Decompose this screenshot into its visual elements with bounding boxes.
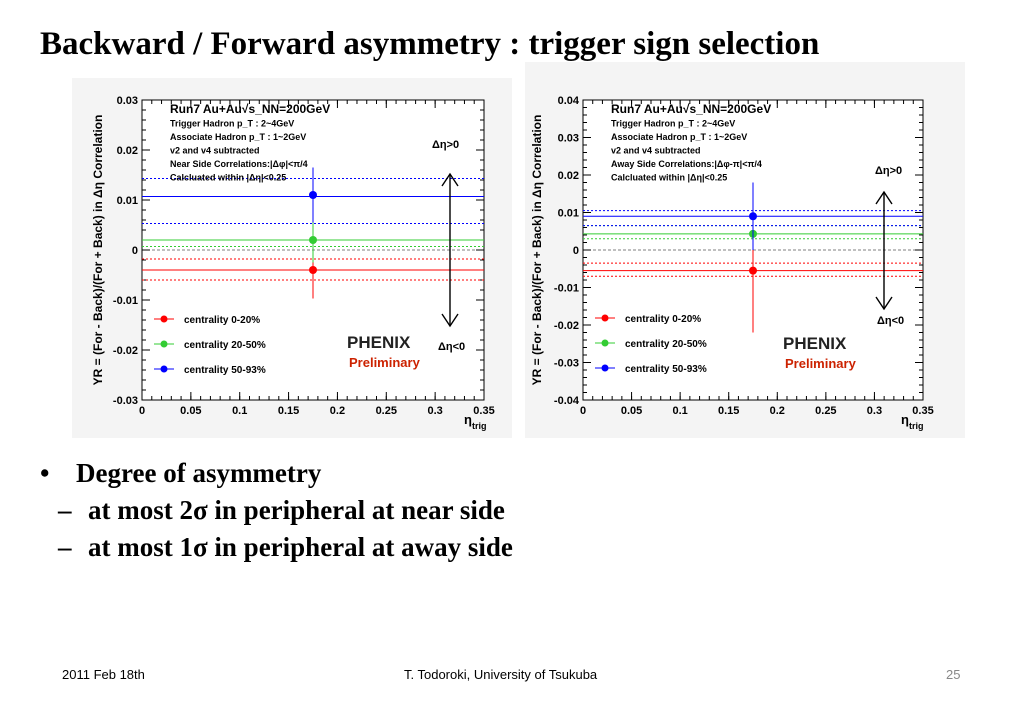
info-line: Associate Hadron p_T : 1~2GeV xyxy=(611,132,747,142)
annotation-down: Δη<0 xyxy=(438,341,465,353)
x-tick-label: 0.3 xyxy=(867,405,882,417)
data-point xyxy=(309,236,317,244)
y-axis-title: YR = (For - Back)/(For + Back) in Δη Cor… xyxy=(530,115,544,386)
x-tick-label: 0 xyxy=(580,405,586,417)
info-line: Run7 Au+Au√s_NN=200GeV xyxy=(611,102,771,116)
bullet-item: • Degree of asymmetry xyxy=(40,458,513,489)
y-axis-title: YR = (For - Back)/(For + Back) in Δη Cor… xyxy=(91,115,105,386)
footer-date: 2011 Feb 18th xyxy=(62,667,145,682)
y-tick-label: -0.02 xyxy=(554,320,579,332)
sub-bullet-item: – at most 2σ in peripheral at near side xyxy=(58,495,513,526)
annotation-up: Δη>0 xyxy=(875,165,902,177)
x-tick-label: 0.1 xyxy=(232,405,247,417)
y-tick-label: 0.02 xyxy=(558,170,579,182)
bullet-text: Degree of asymmetry xyxy=(76,458,322,488)
y-tick-label: -0.02 xyxy=(113,345,138,357)
x-axis-title-sub: trig xyxy=(909,421,924,431)
x-tick-label: 0.05 xyxy=(180,405,201,417)
sub-bullet-dash: – xyxy=(58,532,72,562)
preliminary-label: Preliminary xyxy=(785,356,857,371)
sub-bullet-text: at most 1σ in peripheral at away side xyxy=(88,532,513,562)
x-axis-title-sub: trig xyxy=(472,421,487,431)
footer-author: T. Todoroki, University of Tsukuba xyxy=(404,667,598,682)
y-tick-label: -0.03 xyxy=(113,395,138,407)
near-side-chart: -0.03 -0.02 -0.01 0 0.01 0.02 0.03 0 0.05 0.1 0.15… xyxy=(91,95,495,431)
info-line: Calcluated within |Δη|<0.25 xyxy=(611,173,727,183)
x-tick-label: 0.15 xyxy=(278,405,299,417)
legend-marker xyxy=(601,339,609,347)
near-side-plot: -0.03 -0.02 -0.01 0 0.01 0.02 0.03 0 0.05 0.1 0.15… xyxy=(72,78,512,438)
x-axis-title: η xyxy=(901,412,909,427)
y-tick-label: 0.04 xyxy=(558,95,580,107)
x-tick-label: 0.2 xyxy=(330,405,345,417)
sub-bullet-text: at most 2σ in peripheral at near side xyxy=(88,495,505,525)
info-line: Trigger Hadron p_T : 2~4GeV xyxy=(611,119,735,129)
x-tick-label: 0.3 xyxy=(427,405,442,417)
data-point xyxy=(309,191,317,199)
legend-label: centrality 0-20% xyxy=(184,315,260,326)
y-tick-label: 0.02 xyxy=(117,145,138,157)
annotation-down: Δη<0 xyxy=(877,315,904,327)
footer-page-number: 25 xyxy=(946,667,961,682)
bullet-list: • Degree of asymmetry – at most 2σ in pe… xyxy=(40,458,513,563)
x-tick-label: 0.25 xyxy=(815,405,836,417)
legend-marker xyxy=(601,364,609,372)
x-tick-label: 0.1 xyxy=(672,405,687,417)
data-point xyxy=(309,266,317,274)
y-tick-label: -0.03 xyxy=(554,358,579,370)
legend-marker xyxy=(160,315,168,323)
info-line: Calcluated within |Δη|<0.25 xyxy=(170,173,286,183)
annotation-up: Δη>0 xyxy=(432,139,459,151)
info-line: Near Side Correlations:|Δφ|<π/4 xyxy=(170,159,308,169)
sub-bullet-dash: – xyxy=(58,495,72,525)
preliminary-label: Preliminary xyxy=(349,355,421,370)
arrow-head-down xyxy=(441,313,459,328)
x-tick-label: 0.25 xyxy=(376,405,397,417)
info-line: Run7 Au+Au√s_NN=200GeV xyxy=(170,102,330,116)
y-tick-label: -0.01 xyxy=(113,295,138,307)
arrow-head-up xyxy=(875,190,893,205)
phenix-logo: PHENIX xyxy=(783,334,847,353)
slide-title: Backward / Forward asymmetry : trigger s… xyxy=(40,26,820,62)
away-side-plot: -0.04 -0.03 -0.02 -0.01 0 0.01 0.02 0.03 0.04 0 0.… xyxy=(525,62,965,438)
data-point xyxy=(749,212,757,221)
legend-marker xyxy=(160,340,168,348)
y-tick-label: 0.03 xyxy=(558,133,579,145)
x-tick-label: 0.35 xyxy=(912,405,933,417)
y-tick-label: -0.01 xyxy=(554,283,579,295)
legend-label: centrality 0-20% xyxy=(625,314,701,325)
info-line: Associate Hadron p_T : 1~2GeV xyxy=(170,132,306,142)
phenix-logo: PHENIX xyxy=(347,333,411,352)
data-point xyxy=(749,266,757,275)
y-tick-label: -0.04 xyxy=(554,395,580,407)
info-line: Away Side Correlations:|Δφ-π|<π/4 xyxy=(611,159,762,169)
y-tick-label: 0.03 xyxy=(117,95,138,107)
info-line: v2 and v4 subtracted xyxy=(170,146,260,156)
legend-label: centrality 50-93% xyxy=(184,365,266,376)
x-tick-label: 0.15 xyxy=(718,405,739,417)
arrow-head-down xyxy=(875,296,893,311)
y-tick-label: 0.01 xyxy=(117,195,138,207)
y-tick-label: 0 xyxy=(573,245,579,257)
legend-marker xyxy=(601,314,609,322)
legend-label: centrality 20-50% xyxy=(184,340,266,351)
legend-label: centrality 20-50% xyxy=(625,339,707,350)
bullet-dot: • xyxy=(40,458,50,488)
x-axis-title: η xyxy=(464,412,472,427)
info-line: v2 and v4 subtracted xyxy=(611,146,701,156)
info-line: Trigger Hadron p_T : 2~4GeV xyxy=(170,119,294,129)
x-tick-label: 0.35 xyxy=(473,405,494,417)
x-tick-label: 0.2 xyxy=(770,405,785,417)
legend-marker xyxy=(160,365,168,373)
arrow-head-up xyxy=(441,172,459,187)
away-side-chart: -0.04 -0.03 -0.02 -0.01 0 0.01 0.02 0.03 0.04 0 0.… xyxy=(530,95,934,431)
y-tick-label: 0 xyxy=(132,245,138,257)
y-tick-label: 0.01 xyxy=(558,208,579,220)
x-tick-label: 0 xyxy=(139,405,145,417)
legend-label: centrality 50-93% xyxy=(625,364,707,375)
x-tick-label: 0.05 xyxy=(621,405,642,417)
sub-bullet-item: – at most 1σ in peripheral at away side xyxy=(58,532,513,563)
